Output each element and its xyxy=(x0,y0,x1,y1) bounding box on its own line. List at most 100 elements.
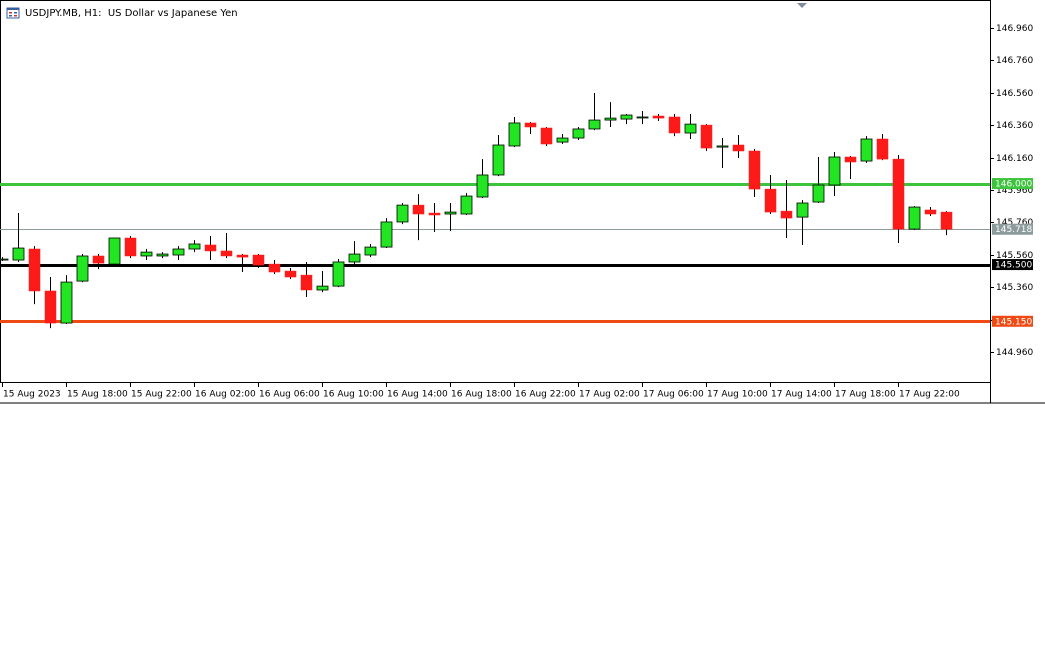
candle-body xyxy=(284,270,297,278)
y-tick-label: 145.960 xyxy=(996,186,1033,196)
candle-body xyxy=(0,258,9,261)
x-tick-label: 15 Aug 18:00 xyxy=(67,390,128,400)
candle-body xyxy=(764,188,777,213)
candle-body xyxy=(812,184,825,203)
price-tag-label: 146.000 xyxy=(995,180,1032,190)
x-tick-label: 17 Aug 22:00 xyxy=(899,390,960,400)
y-tick-label: 145.360 xyxy=(996,283,1033,293)
x-tick-label: 16 Aug 18:00 xyxy=(451,390,512,400)
x-tick-label: 16 Aug 22:00 xyxy=(515,390,576,400)
y-tick-label: 146.560 xyxy=(996,89,1033,99)
candle-body xyxy=(540,127,553,145)
x-tick-label: 16 Aug 02:00 xyxy=(195,390,256,400)
x-tick-label: 16 Aug 14:00 xyxy=(387,390,448,400)
y-tick-label: 145.760 xyxy=(996,218,1033,228)
candle-body xyxy=(924,209,937,215)
candle-body xyxy=(60,281,73,324)
candle-body xyxy=(316,285,329,291)
price-tag xyxy=(992,178,1033,190)
candle-body xyxy=(188,243,201,250)
price-tag-label: 145.150 xyxy=(995,317,1032,327)
candle-body xyxy=(428,212,441,216)
candle-body xyxy=(92,255,105,264)
candle-body xyxy=(828,156,841,186)
x-tick-label: 15 Aug 2023 xyxy=(3,390,61,400)
candle-body xyxy=(732,144,745,152)
candle-body xyxy=(236,254,249,258)
candle-body xyxy=(364,246,377,256)
candle-body xyxy=(412,204,425,215)
x-tick-label: 17 Aug 14:00 xyxy=(771,390,832,400)
candle-body xyxy=(604,117,617,121)
candle-body xyxy=(556,137,569,143)
candle-body xyxy=(876,138,889,160)
y-tick-label: 146.160 xyxy=(996,154,1033,164)
candle-body xyxy=(572,128,585,139)
candle-body xyxy=(524,122,537,128)
price-tag-label: 145.718 xyxy=(995,225,1032,235)
candle-body xyxy=(716,145,729,148)
candle-body xyxy=(252,254,265,266)
candle-body xyxy=(28,248,41,292)
candle-body xyxy=(268,263,281,273)
x-tick-label: 17 Aug 18:00 xyxy=(835,390,896,400)
candle-body xyxy=(220,250,233,257)
candle-body xyxy=(780,210,793,219)
candle-body xyxy=(44,290,57,324)
price-tag xyxy=(992,223,1033,235)
candle-body xyxy=(108,237,121,265)
candle-body xyxy=(76,255,89,282)
x-tick-label: 15 Aug 22:00 xyxy=(131,390,192,400)
y-tick-label: 144.960 xyxy=(996,348,1033,358)
candle-body xyxy=(300,274,313,291)
x-tick-label: 17 Aug 02:00 xyxy=(579,390,640,400)
candle-body xyxy=(940,211,953,230)
chart-title: USDJPY.MB, H1: US Dollar vs Japanese Yen xyxy=(25,8,238,19)
candle-body xyxy=(892,158,905,230)
y-tick-label: 146.360 xyxy=(996,121,1033,131)
candle-body xyxy=(700,124,713,149)
candle-body xyxy=(748,150,761,190)
y-tick-label: 146.760 xyxy=(996,56,1033,66)
candle-body xyxy=(844,156,857,163)
plot-frame xyxy=(0,0,991,383)
candle-body xyxy=(476,174,489,198)
price-tag-label: 145.500 xyxy=(995,261,1032,271)
candle-body xyxy=(396,204,409,223)
candle-body xyxy=(460,195,473,215)
candle-body xyxy=(636,116,649,119)
candle-body xyxy=(860,138,873,162)
x-tick-label: 16 Aug 10:00 xyxy=(323,390,384,400)
candle-body xyxy=(124,237,137,257)
candle-body xyxy=(588,119,601,130)
candle-body xyxy=(380,221,393,248)
candle-body xyxy=(204,244,217,252)
candle-body xyxy=(12,247,25,261)
y-tick-label: 146.960 xyxy=(996,24,1033,34)
candle-body xyxy=(620,114,633,120)
price-tag xyxy=(992,315,1033,327)
candle-body xyxy=(684,123,697,134)
x-tick-label: 17 Aug 06:00 xyxy=(643,390,704,400)
candles xyxy=(0,92,953,329)
candle-body xyxy=(668,116,681,134)
candle-body xyxy=(348,253,361,263)
price-tag xyxy=(992,259,1033,271)
candle-body xyxy=(796,202,809,218)
x-tick-label: 17 Aug 10:00 xyxy=(707,390,768,400)
x-tick-label: 16 Aug 06:00 xyxy=(259,390,320,400)
y-tick-label: 145.560 xyxy=(996,251,1033,261)
candle-body xyxy=(444,211,457,215)
candle-body xyxy=(508,122,521,147)
candle-body xyxy=(908,206,921,230)
symbol-icon xyxy=(6,7,20,19)
candle-body xyxy=(652,115,665,119)
candle-body xyxy=(492,144,505,176)
candle-body xyxy=(140,251,153,257)
candle-body xyxy=(156,253,169,257)
candle-body xyxy=(172,248,185,256)
shift-marker xyxy=(797,3,807,8)
candle-body xyxy=(332,261,345,287)
